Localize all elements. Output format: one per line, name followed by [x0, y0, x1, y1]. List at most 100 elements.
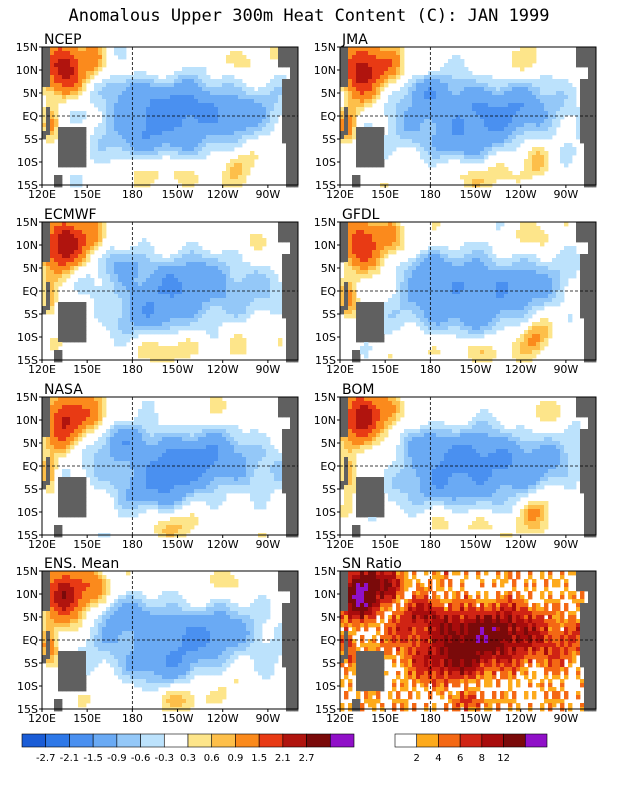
y-tick-label: 5N	[321, 437, 336, 450]
panel-title: NASA	[44, 382, 83, 398]
x-tick-label: 90W	[255, 712, 280, 725]
colorbar-label: -0.3	[155, 753, 175, 764]
y-tick-label: 15S	[315, 354, 336, 367]
y-tick-label: 10N	[16, 588, 38, 601]
colorbar-swatch	[187, 733, 213, 748]
y-tick-label: 15N	[314, 41, 336, 54]
heatmap-cells	[340, 397, 597, 538]
y-tick-label: 5N	[23, 262, 38, 275]
y-tick-label: EQ	[320, 110, 336, 123]
x-tick-label: 90W	[255, 188, 280, 201]
colorbar-swatch	[438, 733, 461, 748]
x-tick-label: 120E	[28, 188, 56, 201]
colorbar-label: 1.5	[251, 753, 267, 764]
y-tick-label: 15N	[16, 391, 38, 404]
x-tick-label: 90W	[553, 363, 578, 376]
colorbar-label: -0.6	[131, 753, 151, 764]
colorbar-label: 0.3	[180, 753, 196, 764]
y-tick-label: 5N	[321, 87, 336, 100]
y-tick-label: 5S	[24, 133, 38, 146]
x-tick-label: 180	[122, 363, 143, 376]
y-tick-label: 10S	[17, 680, 38, 693]
colorbar-swatch	[140, 733, 165, 748]
x-tick-label: 150W	[460, 188, 492, 201]
x-tick-label: 180	[420, 538, 441, 551]
y-tick-label: 15S	[17, 703, 38, 716]
x-tick-label: 90W	[553, 188, 578, 201]
x-tick-label: 150E	[371, 712, 399, 725]
page-title: Anomalous Upper 300m Heat Content (C): J…	[68, 6, 550, 26]
colorbar-anomaly: -2.7 -2.1 -1.5 -0.9 -0.6 -0.3 0.3 0.6 0.9 1.5 2.1 2…	[21, 733, 355, 764]
y-tick-label: 15S	[17, 179, 38, 192]
y-tick-label: 10N	[314, 588, 336, 601]
colorbar-swatch	[524, 733, 548, 748]
colorbar-swatch	[258, 733, 284, 748]
colorbar-label: 12	[497, 753, 510, 764]
y-tick-label: EQ	[320, 634, 336, 647]
y-tick-label: 5S	[322, 308, 336, 321]
y-tick-label: 10S	[315, 156, 336, 169]
x-tick-label: 90W	[255, 363, 280, 376]
x-tick-label: 90W	[553, 712, 578, 725]
y-tick-label: 5S	[322, 483, 336, 496]
x-tick-label: 120E	[326, 363, 354, 376]
x-tick-label: 180	[122, 538, 143, 551]
x-tick-label: 120W	[505, 538, 537, 551]
y-tick-label: 15S	[315, 529, 336, 542]
y-tick-label: 5N	[321, 611, 336, 624]
y-tick-label: 5S	[24, 483, 38, 496]
x-tick-label: 120W	[207, 712, 239, 725]
y-tick-label: 5N	[23, 87, 38, 100]
y-tick-label: 5N	[23, 437, 38, 450]
colorbar-label: 0.9	[227, 753, 243, 764]
y-tick-label: 15S	[17, 529, 38, 542]
y-tick-label: 10S	[315, 331, 336, 344]
colorbar-label: -1.5	[83, 753, 103, 764]
colorbar-swatch	[92, 733, 118, 748]
colorbar-swatch	[416, 733, 439, 748]
x-tick-label: 150W	[162, 188, 194, 201]
x-tick-label: 150E	[73, 188, 101, 201]
colorbar-swatch	[459, 733, 483, 748]
heatmap-cells	[42, 571, 299, 712]
x-tick-label: 150E	[371, 538, 399, 551]
colorbar-swatch	[211, 733, 236, 748]
colorbar-label: -0.9	[107, 753, 127, 764]
x-tick-label: 120W	[207, 363, 239, 376]
colorbar-swatch	[235, 733, 260, 748]
y-tick-label: EQ	[22, 460, 38, 473]
colorbar-swatch	[69, 733, 94, 748]
colorbar-swatch	[394, 733, 418, 748]
panel-title: ECMWF	[44, 207, 97, 223]
x-tick-label: 150W	[460, 712, 492, 725]
colorbar-swatch	[306, 733, 331, 748]
colorbar-sn-ratio: 2 4 6 8 12	[394, 733, 548, 764]
y-tick-label: 5S	[322, 133, 336, 146]
y-tick-label: 10S	[17, 506, 38, 519]
panel-title: ENS. Mean	[44, 556, 119, 572]
y-tick-label: 5N	[321, 262, 336, 275]
x-tick-label: 120E	[326, 188, 354, 201]
y-tick-label: 10S	[315, 680, 336, 693]
panel-title: GFDL	[342, 207, 380, 223]
colorbar-label: 6	[457, 753, 463, 764]
y-tick-label: 10N	[314, 64, 336, 77]
x-tick-label: 150W	[162, 363, 194, 376]
x-tick-label: 180	[420, 712, 441, 725]
colorbar-swatch	[163, 733, 189, 748]
x-tick-label: 150W	[460, 538, 492, 551]
x-tick-label: 120W	[207, 188, 239, 201]
y-tick-label: EQ	[22, 634, 38, 647]
y-tick-label: 5S	[24, 657, 38, 670]
colorbar-swatch	[21, 733, 47, 748]
heatmap-cells	[340, 222, 597, 363]
x-tick-label: 180	[122, 188, 143, 201]
y-tick-label: 5S	[322, 657, 336, 670]
y-tick-label: EQ	[320, 285, 336, 298]
colorbar-swatch	[329, 733, 355, 748]
y-tick-label: 10N	[314, 239, 336, 252]
